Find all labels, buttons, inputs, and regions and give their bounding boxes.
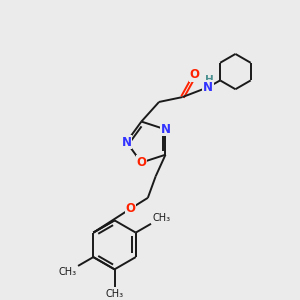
Text: H: H xyxy=(205,75,213,85)
Text: O: O xyxy=(189,68,199,81)
Text: N: N xyxy=(122,136,131,148)
Text: CH₃: CH₃ xyxy=(153,213,171,223)
Text: CH₃: CH₃ xyxy=(58,267,76,277)
Text: N: N xyxy=(203,81,213,94)
Text: O: O xyxy=(136,156,146,169)
Text: N: N xyxy=(160,123,170,136)
Text: CH₃: CH₃ xyxy=(106,289,124,299)
Text: O: O xyxy=(125,202,135,215)
